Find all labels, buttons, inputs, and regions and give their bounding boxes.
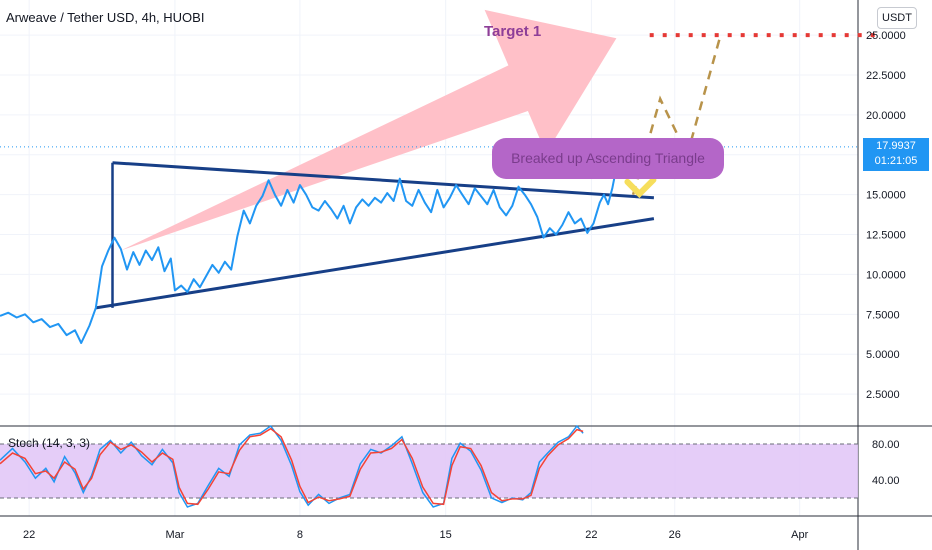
price-tick-label: 10.0000 bbox=[866, 269, 906, 281]
breakout-check-icon bbox=[624, 176, 657, 199]
time-tick-label: 26 bbox=[669, 529, 681, 541]
bar-countdown: 01:21:05 bbox=[874, 155, 918, 167]
price-line bbox=[0, 146, 635, 344]
pattern-annotation[interactable]: Breaked up Ascending Triangle bbox=[492, 138, 724, 179]
stoch-tick-label: 80.00 bbox=[872, 439, 900, 451]
price-tick-label: 7.5000 bbox=[866, 309, 900, 321]
triangle-upper-line bbox=[112, 161, 654, 200]
chart-title: Arweave / Tether USD, 4h, HUOBI bbox=[6, 10, 205, 25]
time-tick-label: 22 bbox=[23, 529, 35, 541]
time-tick-label: Apr bbox=[791, 529, 808, 541]
trend-arrow bbox=[120, 9, 617, 251]
stoch-band bbox=[0, 444, 858, 498]
stoch-d-line bbox=[0, 427, 584, 506]
price-tick-label: 25.0000 bbox=[866, 30, 906, 42]
oscillator-label: Stoch (14, 3, 3) bbox=[8, 436, 91, 450]
current-price-value: 17.9937 bbox=[876, 140, 916, 152]
target-label: Target 1 bbox=[484, 23, 542, 40]
time-tick-label: 15 bbox=[440, 529, 452, 541]
time-tick-label: 22 bbox=[585, 529, 597, 541]
price-tick-label: 5.0000 bbox=[866, 349, 900, 361]
time-tick-label: Mar bbox=[165, 529, 184, 541]
price-tick-label: 20.0000 bbox=[866, 110, 906, 122]
current-price-label: 17.9937 01:21:05 bbox=[863, 138, 929, 171]
triangle-lower-line bbox=[95, 217, 655, 310]
time-tick-label: 8 bbox=[297, 529, 303, 541]
currency-unit-button[interactable]: USDT bbox=[877, 7, 917, 29]
price-tick-label: 15.0000 bbox=[866, 190, 906, 202]
price-tick-label: 12.5000 bbox=[866, 230, 906, 242]
price-tick-label: 2.5000 bbox=[866, 389, 900, 401]
stoch-k-line bbox=[0, 424, 584, 508]
stoch-tick-label: 40.00 bbox=[872, 475, 900, 487]
price-tick-label: 22.5000 bbox=[866, 70, 906, 82]
